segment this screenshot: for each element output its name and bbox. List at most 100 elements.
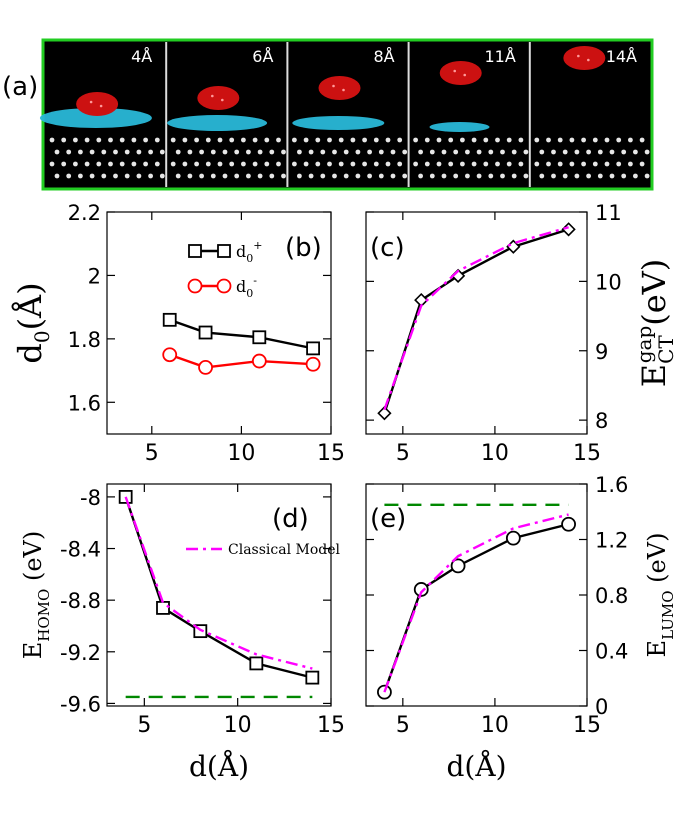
molecule-highlight <box>99 104 103 108</box>
y-tick-label: -8 <box>80 486 101 510</box>
y-tick-label: 0.8 <box>595 584 628 608</box>
x-tick-label: 15 <box>573 713 601 738</box>
surface-atom <box>633 149 638 155</box>
y-axis-label-part: LUMO <box>659 590 677 639</box>
legend-label: d0+ <box>236 239 262 265</box>
surface-atom <box>210 149 216 155</box>
surface-atom <box>73 137 78 143</box>
surface-atom <box>471 137 477 143</box>
surface-atom <box>276 137 281 143</box>
surface-atom <box>308 173 314 179</box>
molecule <box>318 76 361 100</box>
legend-label-part: + <box>253 239 262 252</box>
x-tick-label: 10 <box>227 441 255 466</box>
surface-atom <box>476 173 482 179</box>
surface-atom <box>373 161 379 167</box>
surface-atom <box>429 173 435 179</box>
surface-atom <box>199 173 205 179</box>
surface-atom <box>252 161 258 167</box>
y-tick-label: 2.2 <box>68 201 101 225</box>
surface-atom <box>546 137 551 143</box>
surface-atom <box>378 173 384 179</box>
surface-atom <box>175 173 181 179</box>
data-point <box>305 670 320 685</box>
series-line <box>383 513 569 693</box>
molecule-highlight <box>89 100 93 104</box>
separation-subpanel: 8Å <box>286 42 408 187</box>
molecule <box>439 61 482 85</box>
surface-atom <box>424 137 430 143</box>
surface-atom <box>246 173 251 179</box>
surface-atom <box>397 137 403 143</box>
separation-label: 11Å <box>484 47 515 66</box>
molecule-highlight <box>211 94 214 98</box>
surface-atom <box>49 137 55 143</box>
surface-atom <box>488 149 494 155</box>
surface-atom <box>436 161 442 167</box>
surface-atom <box>418 173 423 179</box>
surface-atom <box>154 161 160 167</box>
surface-atom <box>292 137 297 143</box>
surface-atom <box>465 149 470 155</box>
surface-atom <box>506 161 512 167</box>
data-point <box>251 353 267 369</box>
x-axis-label: d(Å) <box>189 750 249 783</box>
charge-density-cloud <box>292 116 385 130</box>
surface-atom <box>148 149 154 155</box>
surface-atom <box>569 137 575 143</box>
legend-marker <box>187 278 203 294</box>
surface-atom <box>89 149 95 155</box>
molecule-highlight <box>221 98 224 102</box>
x-tick-label: 5 <box>396 441 410 466</box>
surface-atom <box>222 173 228 179</box>
surface-atom <box>471 161 477 167</box>
surface-atom <box>154 137 160 143</box>
y-axis-label-part: gap <box>632 326 656 364</box>
surface-atom <box>448 161 454 167</box>
surface-atom <box>495 137 500 143</box>
surface-atom <box>234 173 240 179</box>
molecule-highlight <box>463 73 467 77</box>
surface-atom <box>332 149 337 155</box>
x-tick-label: 5 <box>145 441 159 466</box>
surface-atom <box>269 149 275 155</box>
surface-atom <box>448 137 454 143</box>
surface-atom <box>101 173 107 179</box>
surface-atom <box>217 161 223 167</box>
surface-atom <box>424 161 430 167</box>
y-tick-label: -9.2 <box>60 641 101 665</box>
surface-atom <box>257 173 263 179</box>
data-point <box>413 582 429 597</box>
y-tick-label: 1.6 <box>595 473 628 497</box>
x-axis-label: d(Å) <box>447 750 507 783</box>
legend-marker <box>188 244 202 258</box>
plot-frame <box>106 483 332 707</box>
surface-atom <box>113 173 118 179</box>
data-point <box>162 347 178 363</box>
series-line <box>169 318 314 350</box>
surface-atom <box>441 149 447 155</box>
separation-label: 4Å <box>131 47 152 66</box>
legend-label-part: d <box>236 277 246 296</box>
surface-atom <box>523 173 529 179</box>
y-tick-label: 1.6 <box>68 391 101 415</box>
surface-atom <box>229 137 235 143</box>
surface-atom <box>574 149 580 155</box>
surface-atom <box>343 173 349 179</box>
surface-atom <box>633 173 638 179</box>
y-axis-label-part: (eV) <box>635 259 673 326</box>
surface-atom <box>616 137 622 143</box>
y-axis-label-part: CT <box>654 335 678 364</box>
x-tick-label: 10 <box>481 441 509 466</box>
series-line <box>383 228 569 414</box>
molecule <box>197 86 240 110</box>
surface-atom <box>320 173 326 179</box>
data-point <box>561 516 576 532</box>
surface-atom <box>581 161 586 167</box>
surface-atom <box>66 173 72 179</box>
surface-atom <box>131 161 137 167</box>
surface-atom <box>199 149 205 155</box>
surface-atom <box>385 137 391 143</box>
surface-atom <box>644 173 650 179</box>
